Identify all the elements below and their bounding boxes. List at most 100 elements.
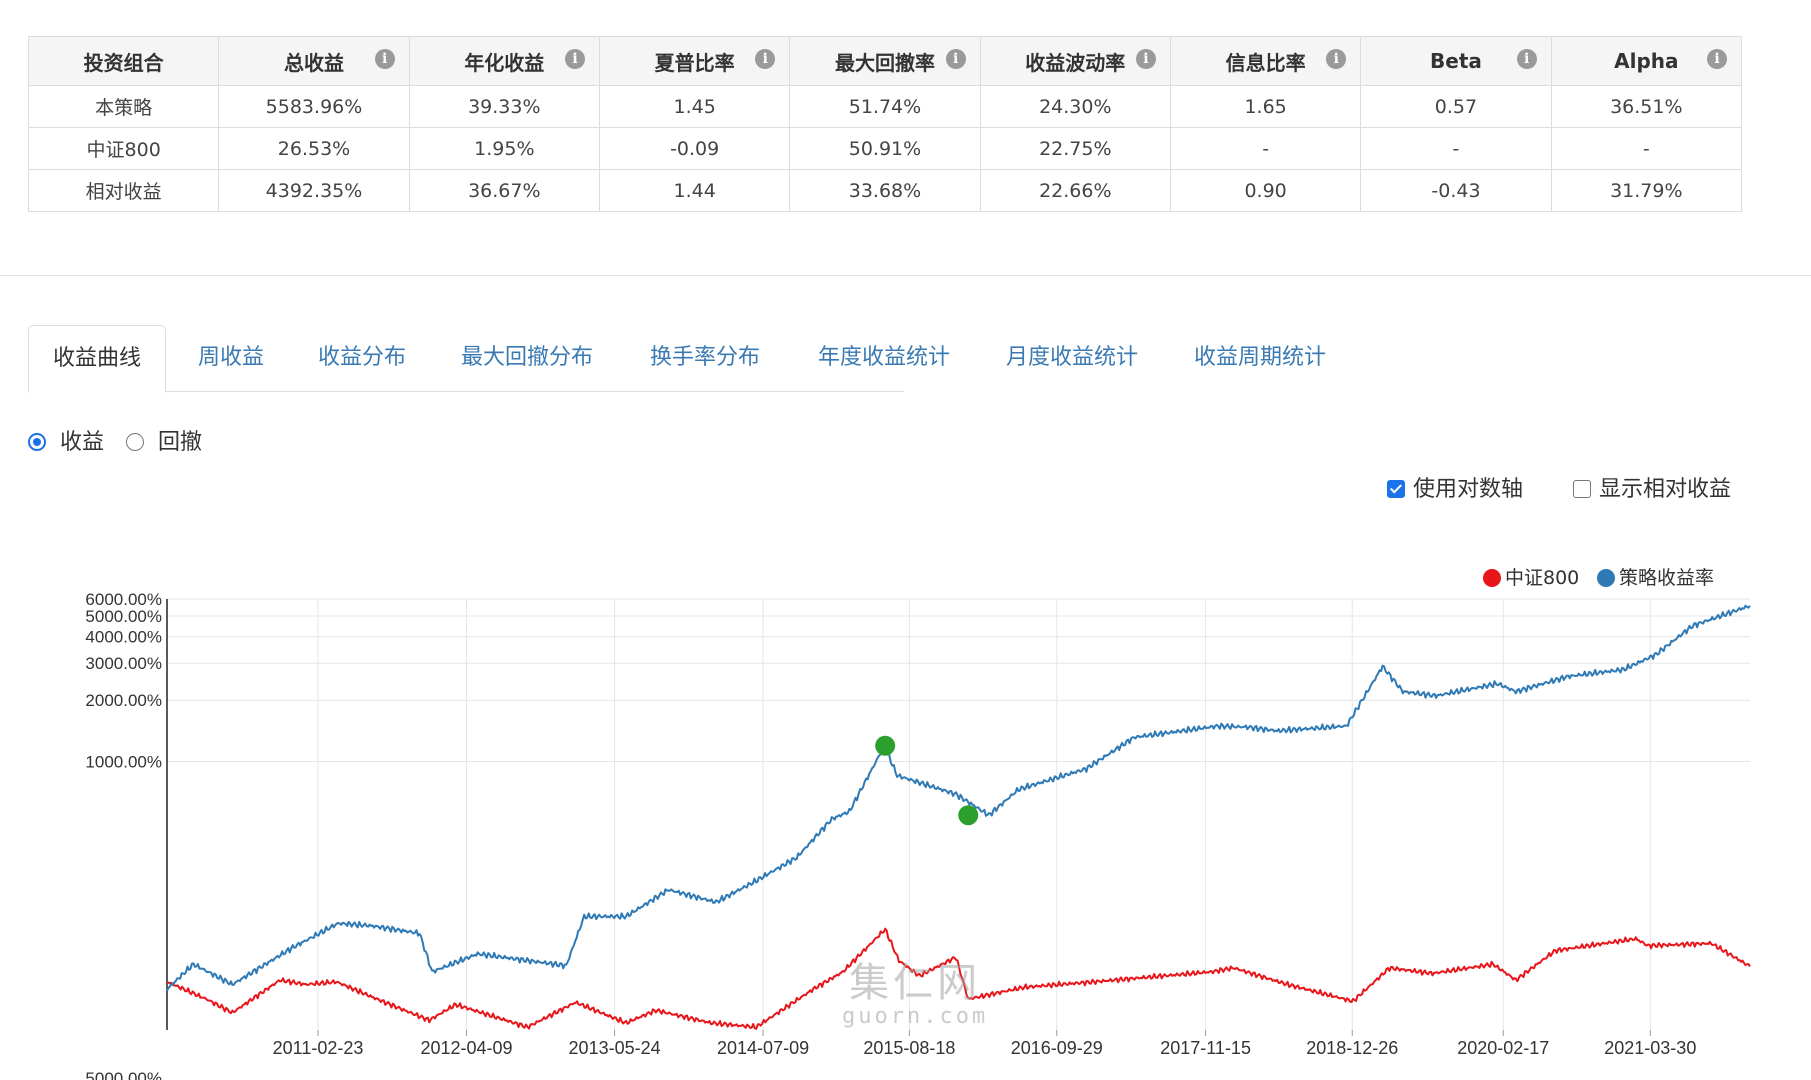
radio-drawdown[interactable]: 回撤 bbox=[126, 424, 202, 456]
column-header: 投资组合 bbox=[27, 36, 220, 86]
radio-label: 回撤 bbox=[158, 430, 203, 455]
y-tick-label-partial: 5000.00% bbox=[85, 1069, 162, 1080]
radio-button-icon[interactable] bbox=[28, 433, 46, 451]
y-tick-label: 2000.00% bbox=[85, 691, 162, 710]
x-tick-label: 2014-07-09 bbox=[717, 1038, 809, 1058]
series-line-strategy bbox=[166, 604, 1751, 992]
x-tick-label: 2020-02-17 bbox=[1457, 1038, 1549, 1058]
section-divider bbox=[0, 275, 1811, 276]
table-cell: 1.45 bbox=[598, 85, 791, 128]
chart-tabs: 收益曲线 周收益 收益分布 最大回撤分布 换手率分布 年度收益统计 月度收益统计… bbox=[28, 325, 1326, 393]
log-axis-checkbox[interactable]: 使用对数轴 bbox=[1387, 471, 1523, 503]
x-tick-label: 2015-08-18 bbox=[863, 1038, 955, 1058]
column-header-label: 总收益 bbox=[283, 50, 344, 75]
tab-monthly-return-stats[interactable]: 月度收益统计 bbox=[1006, 345, 1139, 370]
table-row: 本策略 5583.96% 39.33% 1.45 51.74% 24.30% 1.65 0.5… bbox=[27, 85, 1743, 128]
tab-weekly-return[interactable]: 周收益 bbox=[198, 345, 265, 370]
info-icon[interactable]: i bbox=[1135, 49, 1156, 69]
column-header: Beta i bbox=[1360, 36, 1552, 86]
legend-label: 策略收益率 bbox=[1619, 567, 1715, 589]
info-icon[interactable]: i bbox=[755, 49, 776, 69]
table-cell: 36.51% bbox=[1550, 85, 1743, 128]
radio-button-icon[interactable] bbox=[126, 433, 144, 451]
watermark-url: guorn.com bbox=[842, 1004, 989, 1029]
relative-return-checkbox[interactable]: 显示相对收益 bbox=[1573, 471, 1731, 503]
info-icon[interactable]: i bbox=[945, 49, 966, 69]
max-drawdown-marker bbox=[875, 735, 896, 756]
column-header: 总收益 i bbox=[218, 36, 410, 86]
table-cell: - bbox=[1360, 127, 1552, 170]
y-tick-label: 5000.00% bbox=[85, 607, 162, 626]
table-cell: 22.75% bbox=[979, 127, 1171, 170]
info-icon[interactable]: i bbox=[564, 49, 585, 69]
y-tick-label: 1000.00% bbox=[85, 753, 162, 772]
column-header: 年化收益 i bbox=[408, 36, 600, 86]
column-header-label: 夏普比率 bbox=[654, 50, 735, 75]
info-icon[interactable]: i bbox=[1326, 49, 1347, 69]
x-tick-label: 2012-04-09 bbox=[420, 1038, 512, 1058]
table-cell: -0.09 bbox=[598, 127, 791, 170]
checkbox-label: 显示相对收益 bbox=[1599, 477, 1732, 502]
watermark-text: 集仁网 bbox=[849, 960, 982, 1006]
column-header-label: 最大回撤率 bbox=[834, 50, 935, 75]
row-label-cell: 中证800 bbox=[27, 127, 220, 170]
legend-item-csi800[interactable]: 中证800 bbox=[1483, 563, 1579, 590]
table-cell: 4392.35% bbox=[218, 169, 410, 212]
legend-swatch-icon bbox=[1597, 569, 1615, 587]
info-icon[interactable]: i bbox=[374, 49, 395, 69]
legend-label: 中证800 bbox=[1505, 567, 1580, 589]
table-cell: 33.68% bbox=[789, 169, 981, 212]
table-cell: 1.44 bbox=[598, 169, 791, 212]
tab-max-drawdown-distribution[interactable]: 最大回撤分布 bbox=[461, 345, 594, 370]
x-tick-label: 2021-03-30 bbox=[1604, 1038, 1696, 1058]
column-header-label: 投资组合 bbox=[83, 50, 164, 75]
checkbox-unchecked-icon[interactable] bbox=[1573, 480, 1591, 498]
checkbox-checked-icon[interactable] bbox=[1387, 480, 1405, 498]
y-tick-label: 6000.00% bbox=[85, 590, 162, 609]
tab-return-cycle-stats[interactable]: 收益周期统计 bbox=[1194, 345, 1327, 370]
table-cell: 0.90 bbox=[1169, 169, 1362, 212]
x-tick-label: 2016-09-29 bbox=[1011, 1038, 1103, 1058]
column-header-label: 收益波动率 bbox=[1025, 50, 1126, 75]
radio-return[interactable]: 收益 bbox=[28, 424, 104, 456]
x-tick-label: 2018-12-26 bbox=[1306, 1038, 1398, 1058]
column-header-label: 年化收益 bbox=[464, 50, 545, 75]
tab-turnover-distribution[interactable]: 换手率分布 bbox=[650, 345, 761, 370]
tab-annual-return-stats[interactable]: 年度收益统计 bbox=[818, 345, 951, 370]
performance-stats-table: 投资组合 总收益 i 年化收益 i 夏普比率 i 最大回撤率 i 收益波动率 i 信息比率 i Beta i… bbox=[27, 36, 1743, 212]
x-tick-label: 2013-05-24 bbox=[569, 1038, 661, 1058]
checkbox-label: 使用对数轴 bbox=[1413, 477, 1524, 502]
y-tick-label: 3000.00% bbox=[85, 654, 162, 673]
y-tick-label: 4000.00% bbox=[85, 628, 162, 647]
tab-return-curve[interactable]: 收益曲线 bbox=[28, 325, 167, 393]
table-cell: -0.43 bbox=[1360, 169, 1552, 212]
row-label-cell: 本策略 bbox=[27, 85, 220, 128]
series-line-csi800 bbox=[166, 927, 1751, 1030]
column-header: Alpha i bbox=[1550, 36, 1743, 86]
x-tick-label: 2017-11-15 bbox=[1160, 1038, 1251, 1058]
tab-return-distribution[interactable]: 收益分布 bbox=[318, 345, 407, 370]
table-cell: - bbox=[1169, 127, 1362, 170]
table-row: 中证800 26.53% 1.95% -0.09 50.91% 22.75% - - - bbox=[27, 127, 1743, 170]
column-header: 收益波动率 i bbox=[979, 36, 1171, 86]
table-cell: 24.30% bbox=[979, 85, 1171, 128]
table-cell: 22.66% bbox=[979, 169, 1171, 212]
x-tick-label: 2011-02-23 bbox=[273, 1038, 364, 1058]
column-header-label: Beta bbox=[1430, 49, 1482, 73]
max-drawdown-marker bbox=[958, 805, 979, 826]
column-header-label: 信息比率 bbox=[1225, 50, 1306, 75]
table-cell: 0.57 bbox=[1360, 85, 1552, 128]
table-cell: 31.79% bbox=[1550, 169, 1743, 212]
legend-item-strategy[interactable]: 策略收益率 bbox=[1597, 563, 1714, 590]
table-row: 相对收益 4392.35% 36.67% 1.44 33.68% 22.66% 0.90 -0… bbox=[27, 169, 1743, 212]
info-icon[interactable]: i bbox=[1516, 49, 1537, 69]
column-header: 最大回撤率 i bbox=[789, 36, 981, 86]
legend-swatch-icon bbox=[1483, 569, 1501, 587]
table-cell: 36.67% bbox=[408, 169, 600, 212]
watermark: 集仁网 guorn.com bbox=[842, 950, 988, 1029]
info-icon[interactable]: i bbox=[1707, 49, 1727, 69]
table-header-row: 投资组合 总收益 i 年化收益 i 夏普比率 i 最大回撤率 i 收益波动率 i 信息比率 i Beta i… bbox=[27, 36, 1743, 86]
column-header-label: Alpha bbox=[1614, 49, 1679, 73]
radio-label: 收益 bbox=[60, 430, 105, 455]
